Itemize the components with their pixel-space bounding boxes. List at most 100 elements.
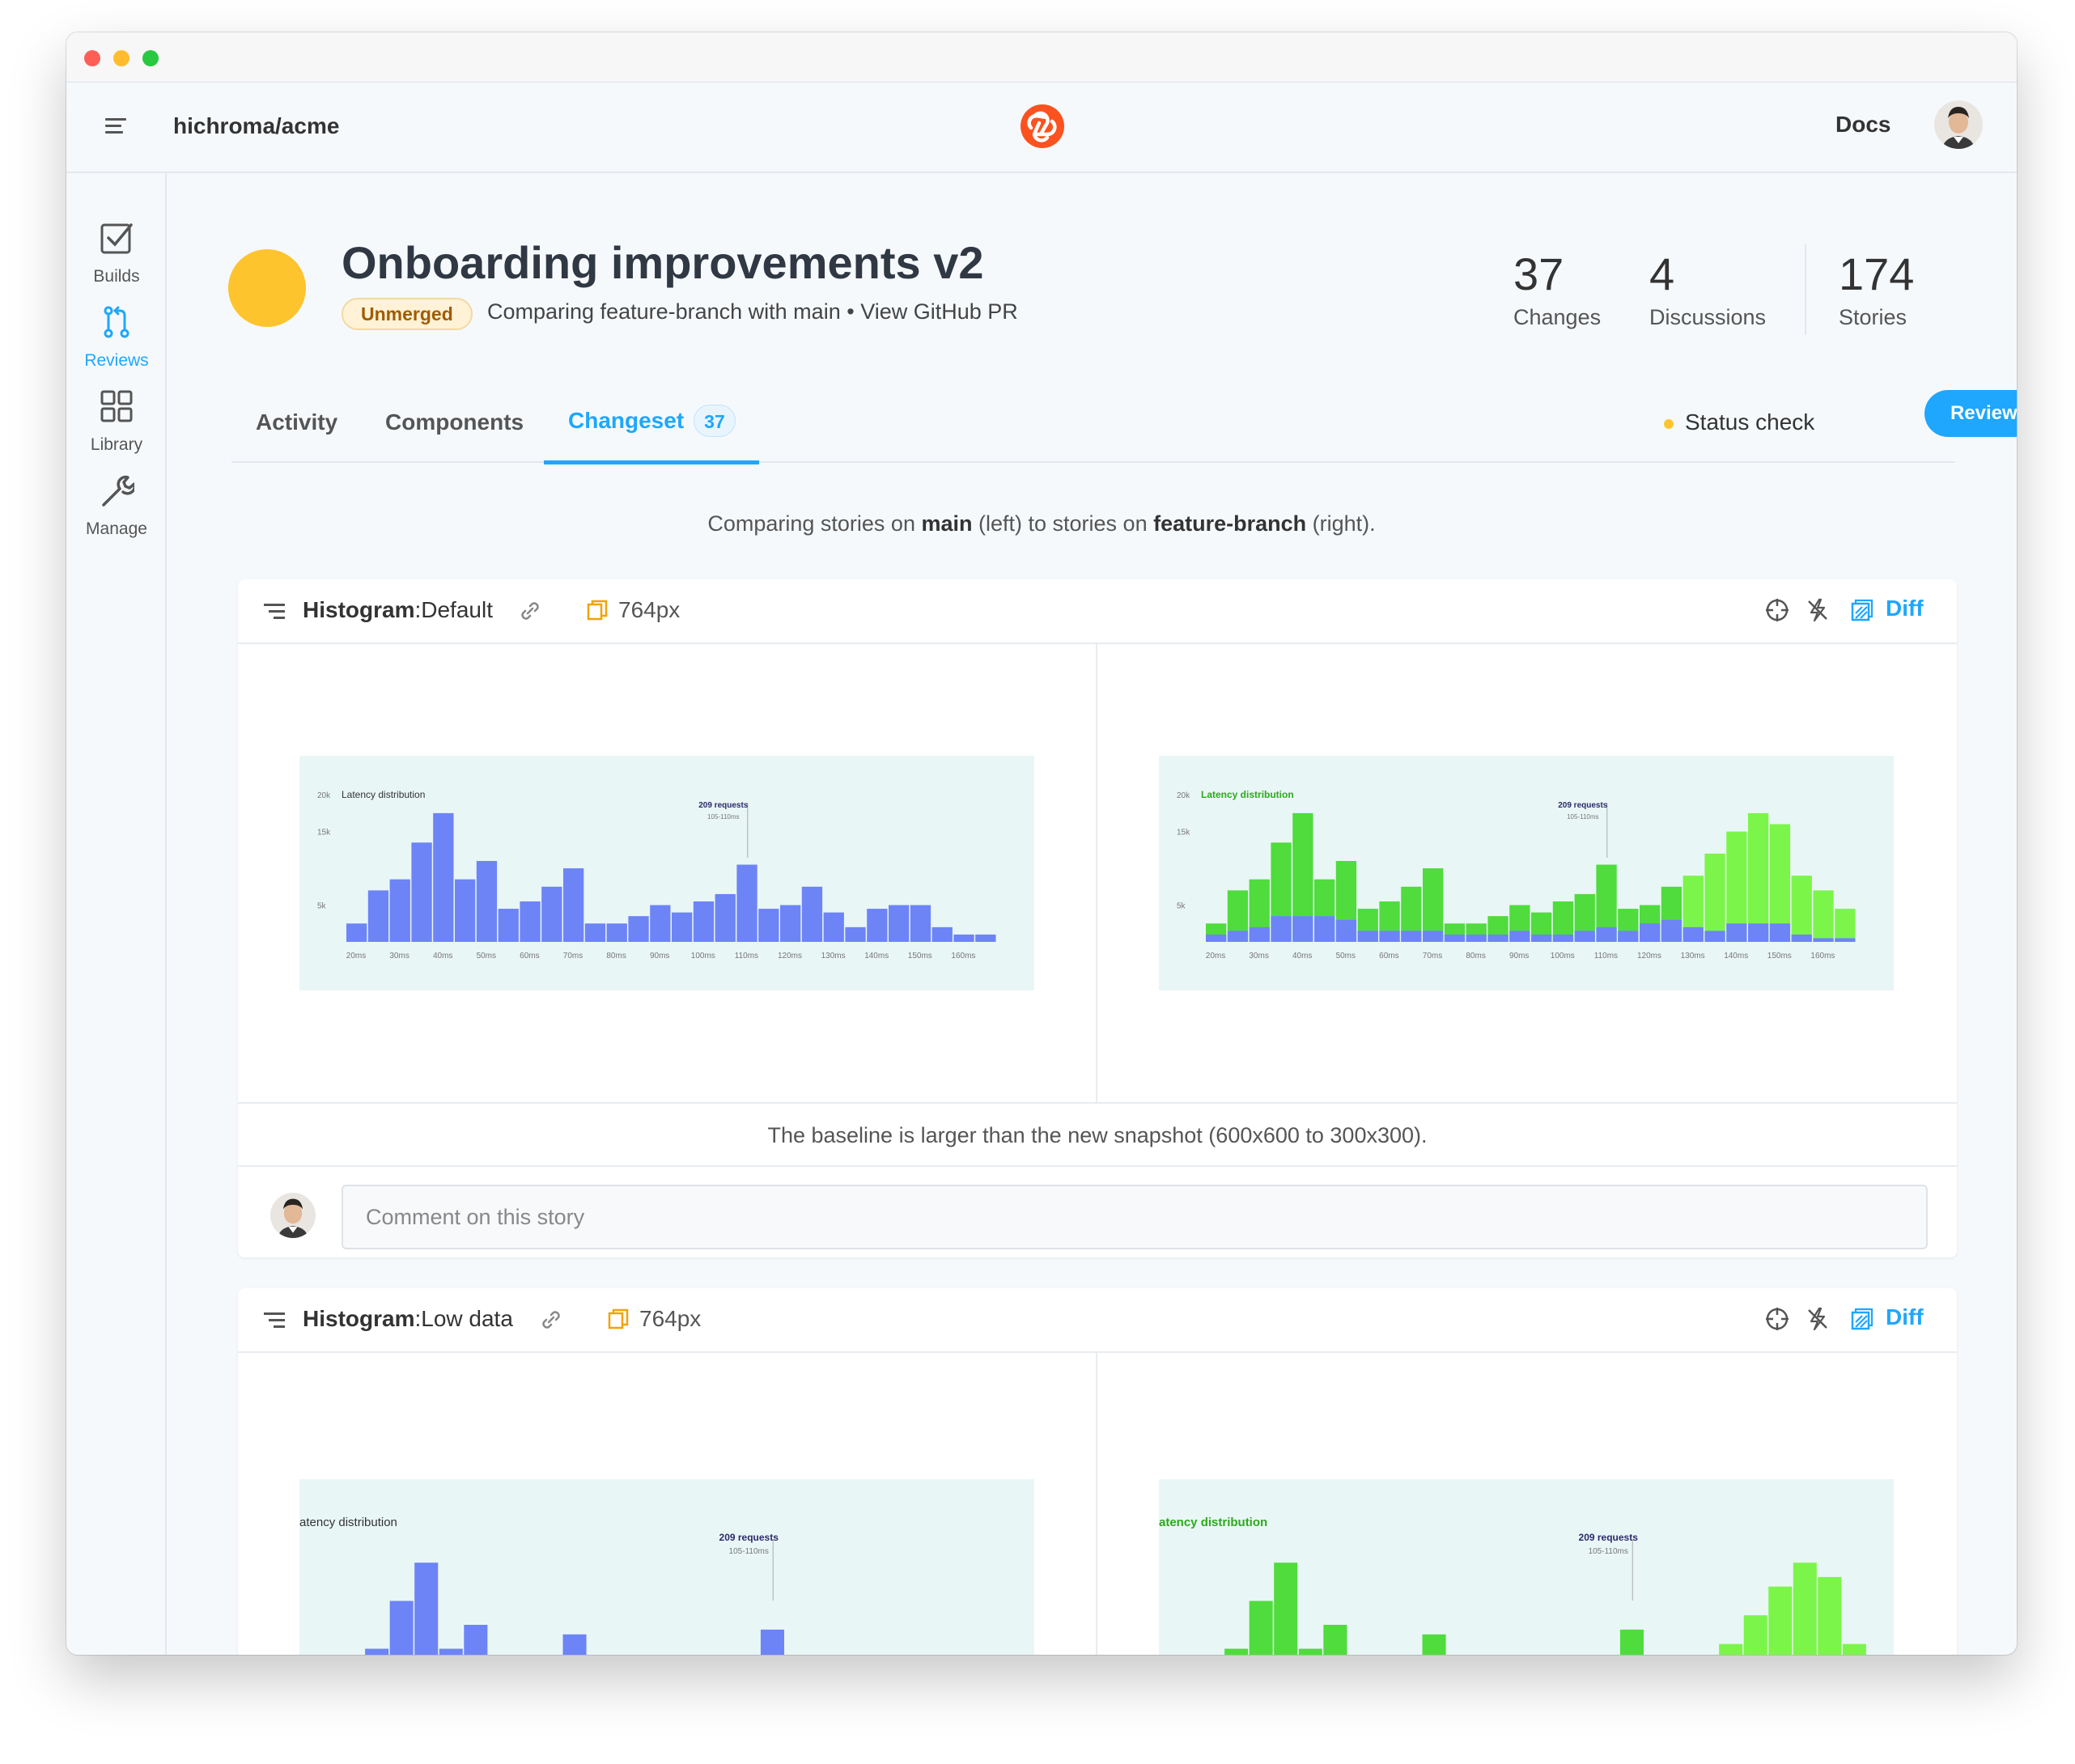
histogram-bar	[476, 861, 498, 942]
histogram-bar	[975, 934, 996, 942]
tab-activity[interactable]: Activity	[256, 409, 338, 435]
diff-icon[interactable]	[1848, 597, 1874, 623]
link-icon[interactable]	[518, 599, 542, 623]
repo-name[interactable]: hichroma/acme	[173, 113, 340, 138]
tab-bar: Activity Components Changeset 37 Status c…	[231, 388, 2017, 464]
maximize-window-button[interactable]	[142, 50, 159, 66]
minimize-window-button[interactable]	[113, 50, 129, 66]
base-branch: main	[921, 511, 973, 536]
docs-link[interactable]: Docs	[1835, 112, 1891, 137]
stat-stories[interactable]: 174 Stories	[1839, 248, 1914, 330]
viewport-width: 764px	[639, 1306, 702, 1331]
sidebar-item-reviews[interactable]: Reviews	[66, 304, 167, 401]
pull-request-icon	[104, 306, 129, 338]
crosshair-icon[interactable]	[1764, 1306, 1790, 1332]
comment-input[interactable]	[342, 1185, 1928, 1249]
tab-components[interactable]: Components	[385, 409, 524, 435]
review-now-button[interactable]: Review now	[1924, 390, 2017, 437]
user-avatar[interactable]	[1934, 100, 1983, 149]
y-tick-label: 20k	[1177, 791, 1190, 800]
story-label: Low data	[421, 1306, 513, 1331]
stat-discussions[interactable]: 4 Discussions	[1649, 248, 1766, 330]
histogram-bar	[1531, 934, 1552, 942]
diff-toggle[interactable]: Diff	[1886, 596, 1924, 621]
histogram-bar	[823, 912, 844, 942]
new-snapshot[interactable]: Latency distribution 20k 15k 5k 209 requests…	[1159, 756, 1894, 990]
x-tick-label: 160ms	[1810, 952, 1835, 960]
x-tick-label: 40ms	[1292, 952, 1312, 960]
histogram-bar	[541, 886, 562, 942]
sidebar-item-label: Manage	[86, 519, 147, 538]
review-now-label: Review now	[1950, 402, 2017, 424]
annotation-sublabel: 105-110ms	[707, 813, 739, 821]
histogram-bar	[736, 864, 757, 942]
histogram-bar	[1791, 876, 1812, 942]
histogram-bar	[889, 905, 910, 942]
story-header: Histogram:Default 764px Diff	[238, 579, 1957, 644]
baseline-histogram: Latency distribution 20k 15k 5k 209 requests…	[317, 789, 996, 960]
histogram-bar	[1379, 931, 1400, 942]
histogram-bar	[1574, 931, 1595, 942]
compare-prefix: Comparing stories on	[707, 511, 922, 536]
top-nav: hichroma/acme Docs	[66, 83, 2017, 173]
histogram-bar	[1618, 931, 1639, 942]
diff-icon[interactable]	[1848, 1306, 1874, 1332]
link-icon[interactable]	[539, 1308, 563, 1332]
baseline-snapshot[interactable]: atency distribution 209 requests 105-110ms	[299, 1479, 1034, 1655]
chart-plot: Latency distribution 20k 15k 5k 209 requests…	[1177, 789, 1856, 960]
histogram-bar	[760, 1629, 784, 1655]
app-window: hichroma/acme Docs Builds	[66, 32, 2017, 1655]
strobe-off-icon[interactable]	[1805, 597, 1831, 623]
viewport-icon	[587, 600, 608, 621]
histogram-bar	[1357, 931, 1378, 942]
story-icon	[264, 1312, 285, 1330]
stat-changes[interactable]: 37 Changes	[1513, 248, 1601, 330]
x-tick-label: 60ms	[1379, 952, 1398, 960]
stat-label: Discussions	[1649, 305, 1767, 329]
tab-changeset[interactable]: Changeset 37	[568, 405, 736, 437]
checkbox-icon	[100, 223, 133, 254]
chart-plot: atency distribution 209 requests 105-110ms	[299, 1516, 784, 1655]
compare-middle: (left) to stories on	[972, 511, 1154, 536]
close-window-button[interactable]	[84, 50, 100, 66]
title-bar	[66, 32, 2017, 83]
x-tick-label: 80ms	[1466, 952, 1485, 960]
status-check[interactable]: Status check	[1664, 409, 1814, 435]
x-tick-label: 130ms	[821, 952, 846, 960]
chromatic-logo-icon[interactable]	[1020, 104, 1065, 149]
new-snapshot[interactable]: atency distribution 209 requests 105-110ms	[1159, 1479, 1894, 1655]
histogram-bar	[389, 879, 410, 942]
histogram-bar	[693, 901, 715, 942]
histogram-bar	[1842, 1643, 1866, 1655]
diff-toggle[interactable]: Diff	[1886, 1304, 1924, 1329]
x-tick-label: 120ms	[778, 952, 802, 960]
histogram-bar	[1227, 931, 1249, 942]
baseline-snapshot[interactable]: Latency distribution 20k 15k 5k 209 requests…	[299, 756, 1034, 990]
new-histogram: Latency distribution 20k 15k 5k 209 requests…	[1177, 789, 1856, 960]
status-badge: Unmerged	[342, 298, 473, 330]
histogram-bar	[1422, 1634, 1446, 1655]
histogram-bar	[845, 927, 866, 942]
sidebar-item-library[interactable]: Library	[66, 388, 167, 486]
histogram-bar	[1487, 934, 1509, 942]
build-status-avatar	[228, 249, 306, 327]
histogram-bar	[715, 893, 736, 942]
histogram-bar	[1813, 890, 1834, 942]
github-pr-link[interactable]: View GitHub PR	[860, 299, 1018, 324]
histogram-bar	[1335, 919, 1357, 942]
story-separator: :	[414, 597, 422, 622]
menu-icon[interactable]	[105, 118, 126, 136]
histogram-bar	[1726, 923, 1747, 942]
sidebar-item-manage[interactable]: Manage	[66, 473, 167, 570]
histogram-bar	[411, 842, 432, 942]
histogram-bar	[1249, 1601, 1273, 1655]
strobe-off-icon[interactable]	[1805, 1306, 1831, 1332]
chart-plot: Latency distribution 20k 15k 5k 209 requests…	[317, 789, 996, 960]
x-tick-label: 90ms	[650, 952, 669, 960]
histogram-bar	[1661, 919, 1682, 942]
baseline-size-note: The baseline is larger than the new snap…	[238, 1102, 1957, 1167]
sidebar: Builds Reviews Library Manage	[66, 173, 167, 1655]
new-histogram: atency distribution 209 requests 105-110ms	[1159, 1516, 1866, 1655]
sidebar-item-builds[interactable]: Builds	[66, 220, 167, 317]
crosshair-icon[interactable]	[1764, 597, 1790, 623]
